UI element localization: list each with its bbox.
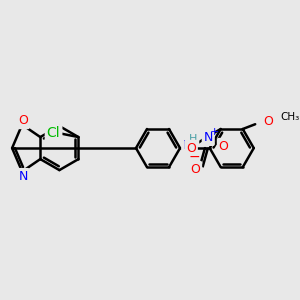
Text: Cl: Cl [47, 126, 60, 140]
Text: +: + [209, 127, 219, 137]
Text: O: O [18, 114, 28, 127]
Text: O: O [190, 163, 200, 176]
Text: H: H [189, 134, 198, 145]
Text: CH₃: CH₃ [280, 112, 299, 122]
Text: O: O [264, 115, 274, 128]
Text: N: N [18, 170, 28, 183]
Text: −: − [188, 150, 200, 164]
Text: N: N [204, 131, 213, 144]
Text: O: O [186, 142, 196, 155]
Text: O: O [219, 140, 229, 153]
Text: N: N [183, 139, 192, 152]
